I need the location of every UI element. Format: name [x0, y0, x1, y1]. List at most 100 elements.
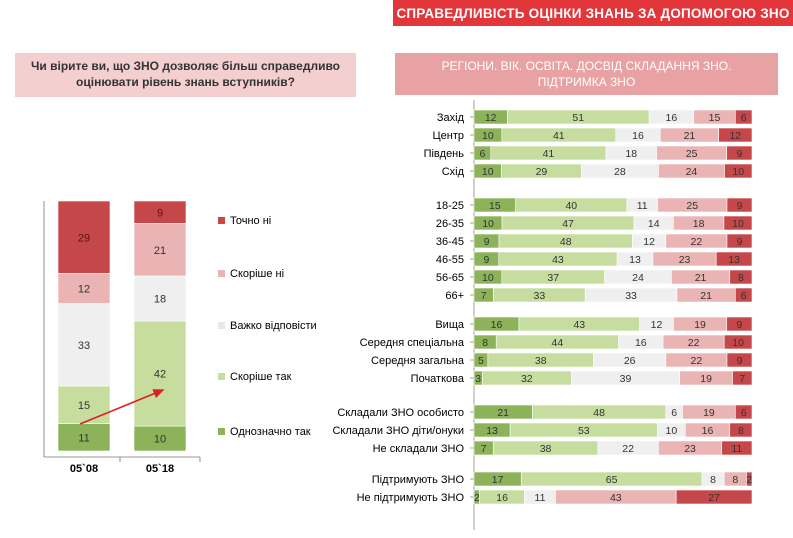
row-label: Схід [442, 166, 465, 178]
legend-label: Важко відповісти [230, 320, 317, 332]
bar-value-label: 18 [154, 294, 166, 306]
bar-segment [723, 215, 753, 231]
breakdown-header: РЕГІОНИ. ВІК. ОСВІТА. ДОСВІД СКЛАДАННЯ З… [395, 53, 778, 95]
bar-value-label: 6 [741, 112, 747, 124]
bar-value-label: 9 [736, 148, 742, 160]
bar-value-label: 9 [483, 254, 489, 266]
bar-value-label: 16 [635, 337, 647, 349]
bar-value-label: 24 [632, 272, 644, 284]
bar-value-label: 51 [572, 112, 584, 124]
bar-value-label: 41 [553, 130, 565, 142]
bar-value-label: 23 [684, 443, 696, 455]
bar-value-label: 47 [562, 218, 574, 230]
bar-value-label: 22 [691, 236, 703, 248]
bar-value-label: 9 [484, 236, 490, 248]
bar-segment [675, 489, 753, 505]
bar-value-label: 10 [482, 218, 494, 230]
bar-value-label: 22 [622, 443, 634, 455]
bar-segment [729, 269, 753, 285]
bar-segment [57, 423, 111, 452]
bar-value-label: 6 [741, 407, 747, 419]
row-label: Захід [437, 112, 465, 124]
bar-value-label: 25 [686, 148, 698, 160]
bar-value-label: 12 [485, 112, 497, 124]
bar-value-label: 12 [651, 319, 663, 331]
row-label: Середня спеціальна [360, 337, 465, 349]
bar-value-label: 17 [492, 474, 504, 486]
bar-value-label: 7 [481, 290, 487, 302]
bar-segment [723, 334, 753, 350]
bar-value-label: 41 [543, 148, 555, 160]
bar-value-label: 7 [481, 443, 487, 455]
bar-value-label: 21 [154, 245, 166, 257]
bar-value-label: 10 [732, 337, 744, 349]
bar-segment [715, 251, 753, 267]
bar-value-label: 6 [671, 407, 677, 419]
bar-value-label: 16 [702, 425, 714, 437]
row-label: Початкова [411, 373, 465, 385]
bar-value-label: 8 [738, 272, 744, 284]
bar-value-label: 12 [729, 130, 741, 142]
row-label: Складали ЗНО особисто [337, 407, 464, 419]
bar-value-label: 9 [737, 355, 743, 367]
bar-value-label: 48 [593, 407, 605, 419]
bar-value-label: 15 [78, 400, 90, 412]
bar-value-label: 43 [610, 492, 622, 504]
bar-value-label: 48 [560, 236, 572, 248]
bar-value-label: 27 [708, 492, 720, 504]
bar-segment [724, 163, 753, 179]
bar-value-label: 43 [573, 319, 585, 331]
bar-value-label: 32 [521, 373, 533, 385]
bar-value-label: 8 [482, 337, 488, 349]
legend-swatch [218, 270, 225, 277]
bar-segment [718, 127, 753, 143]
x-tick-label: 05`18 [146, 463, 174, 475]
bar-segment [735, 287, 753, 303]
bar-value-label: 23 [679, 254, 691, 266]
bar-value-label: 13 [629, 254, 641, 266]
row-label: Центр [433, 130, 465, 142]
bar-segment [133, 425, 187, 452]
bar-value-label: 37 [547, 272, 559, 284]
bar-value-label: 14 [648, 218, 660, 230]
bar-value-label: 8 [710, 474, 716, 486]
bar-value-label: 33 [533, 290, 545, 302]
bar-segment [732, 370, 753, 386]
bar-value-label: 2 [474, 492, 480, 504]
legend-swatch [218, 322, 225, 329]
bar-segment [57, 273, 111, 304]
row-label: 46-55 [436, 254, 464, 266]
bar-value-label: 9 [737, 236, 743, 248]
bar-segment [726, 145, 753, 161]
bar-value-label: 8 [732, 474, 738, 486]
x-tick-label: 05`08 [70, 463, 98, 475]
bar-value-label: 19 [703, 407, 715, 419]
bar-value-label: 29 [78, 232, 90, 244]
row-label: Вища [435, 319, 465, 331]
bar-value-label: 12 [78, 284, 90, 296]
bar-value-label: 9 [737, 200, 743, 212]
bar-value-label: 9 [736, 319, 742, 331]
bar-value-label: 3 [475, 373, 481, 385]
bar-value-label: 10 [482, 272, 494, 284]
bar-value-label: 10 [154, 434, 166, 446]
row-label: 66+ [445, 290, 464, 302]
bar-value-label: 42 [154, 369, 166, 381]
bar-segment [721, 440, 753, 456]
legend-swatch [218, 373, 225, 380]
bar-value-label: 38 [535, 355, 547, 367]
legend-swatch [218, 428, 225, 435]
bar-segment [133, 200, 187, 224]
row-label: Не складали ЗНО [373, 443, 465, 455]
bar-value-label: 25 [686, 200, 698, 212]
bar-value-label: 16 [632, 130, 644, 142]
bar-value-label: 2 [746, 474, 752, 486]
legend-label: Скоріше так [230, 371, 292, 383]
page-banner-title: СПРАВЕДЛИВІСТЬ ОЦІНКИ ЗНАНЬ ЗА ДОПОМОГОЮ… [393, 0, 793, 26]
bar-value-label: 11 [78, 432, 89, 444]
bar-value-label: 16 [496, 492, 508, 504]
bar-value-label: 8 [738, 425, 744, 437]
bar-value-label: 29 [536, 166, 548, 178]
